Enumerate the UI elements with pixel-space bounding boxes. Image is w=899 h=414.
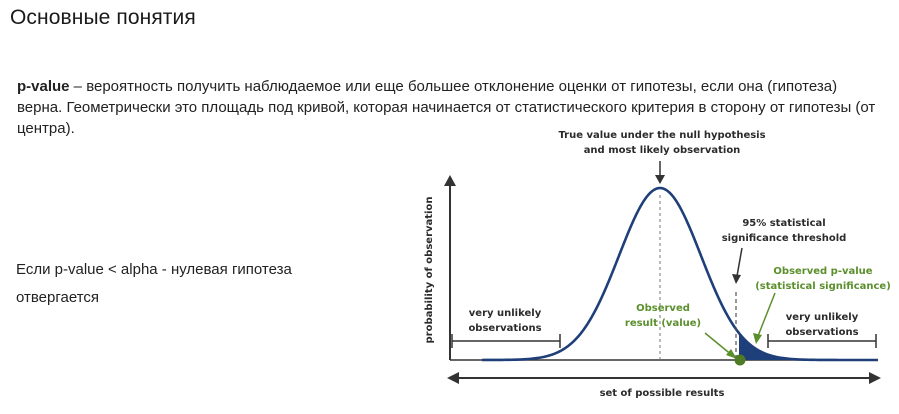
- left-unlikely-label-line2: observations: [468, 323, 541, 334]
- rejection-rule: Если p-value < alpha - нулевая гипотеза …: [16, 261, 292, 306]
- distribution-curve: [481, 186, 878, 362]
- x-axis-label: set of possible results: [600, 388, 725, 399]
- observed-result-label-line2: result (value): [625, 318, 701, 329]
- pvalue-tail-area: [739, 333, 878, 360]
- results-range-arrowhead-right: [869, 372, 881, 384]
- observed-point: [734, 354, 746, 366]
- pvalue-definition: p-value – вероятность получить наблюдаем…: [17, 76, 877, 139]
- observed-result-arrowhead: [726, 349, 737, 359]
- left-unlikely-label-line1: very unlikely: [469, 308, 542, 319]
- threshold-label-line2: significance threshold: [722, 233, 847, 244]
- y-axis-label: probability of observation: [424, 197, 435, 344]
- observed-pvalue-arrow: [757, 292, 776, 337]
- threshold-arrowhead: [732, 274, 741, 284]
- observed-pvalue-arrowhead: [753, 333, 762, 344]
- null-label-line1: True value under the null hypothesis: [558, 130, 765, 141]
- observed-pvalue-label-line1: Observed p-value: [773, 266, 872, 277]
- page-title: Основные понятия: [10, 6, 196, 29]
- definition-term: p-value: [17, 78, 70, 95]
- null-hypothesis-arrowhead: [655, 175, 665, 184]
- observed-pvalue-label-line2: (statistical significance): [755, 281, 891, 292]
- right-unlikely-label-line1: very unlikely: [786, 312, 859, 323]
- null-label-line2: and most likely observation: [584, 145, 741, 156]
- definition-text: – вероятность получить наблюдаемое или е…: [17, 78, 876, 137]
- observed-result-arrow: [704, 332, 734, 357]
- y-axis-arrowhead: [444, 175, 456, 186]
- results-range-arrowhead-left: [447, 372, 459, 384]
- right-unlikely-label-line2: observations: [785, 327, 858, 338]
- observed-result-label-line1: Observed: [636, 303, 690, 314]
- threshold-label-line1: 95% statistical: [742, 218, 825, 229]
- threshold-arrow: [736, 247, 743, 277]
